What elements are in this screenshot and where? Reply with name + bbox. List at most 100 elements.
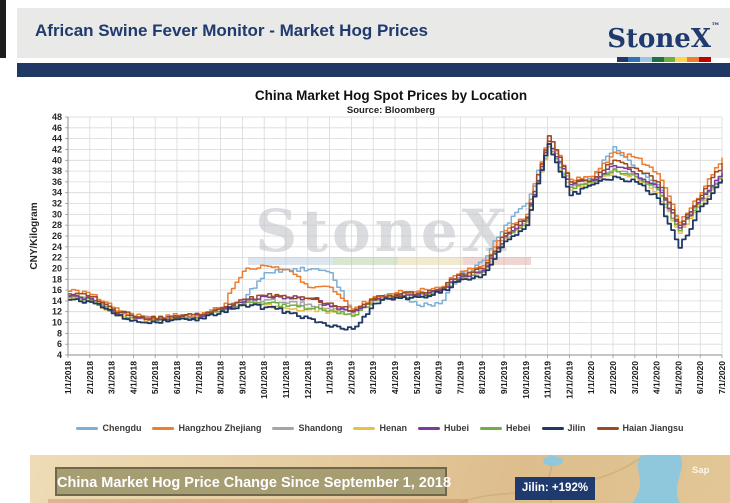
- svg-text:20: 20: [52, 264, 62, 274]
- svg-text:12/1/2019: 12/1/2019: [564, 361, 574, 399]
- legend-swatch: [596, 426, 619, 430]
- svg-text:6/1/2018: 6/1/2018: [172, 361, 182, 394]
- svg-text:7/1/2020: 7/1/2020: [717, 361, 727, 394]
- chart-source-subtitle: Source: Bloomberg: [346, 105, 436, 116]
- svg-text:1/1/2018: 1/1/2018: [63, 361, 73, 394]
- svg-text:8/1/2018: 8/1/2018: [216, 361, 226, 394]
- series-line-jilin: [68, 143, 723, 331]
- legend-swatch: [417, 426, 440, 430]
- svg-text:10/1/2019: 10/1/2019: [521, 361, 531, 399]
- svg-text:30: 30: [52, 209, 62, 219]
- legend-item-hangzhou-zhejiang: Hangzhou Zhejiang: [152, 423, 261, 433]
- svg-text:28: 28: [52, 220, 62, 230]
- svg-text:4/1/2019: 4/1/2019: [390, 361, 400, 394]
- svg-text:48: 48: [52, 112, 62, 122]
- svg-text:3/1/2018: 3/1/2018: [107, 361, 117, 394]
- svg-text:2/1/2018: 2/1/2018: [85, 361, 95, 394]
- chart-axes: 1/1/2018 2/1/2018 3/1/2018 4/1/2018 5/1/2018…: [52, 112, 727, 399]
- legend-swatch: [541, 426, 564, 430]
- svg-text:26: 26: [52, 231, 62, 241]
- report-title: African Swine Fever Monitor - Market Hog…: [35, 21, 428, 40]
- legend-swatch: [76, 426, 99, 430]
- legend-item-hubei: Hubei: [417, 423, 469, 433]
- stonex-watermark: StoneX ™: [248, 197, 535, 265]
- svg-text:38: 38: [52, 166, 62, 176]
- map-caption-box: China Market Hog Price Change Since Sept…: [55, 467, 451, 496]
- legend-item-henan: Henan: [353, 423, 407, 433]
- page-edge-strip: [0, 0, 6, 58]
- svg-text:46: 46: [52, 123, 62, 133]
- legend-label: Shandong: [298, 423, 343, 433]
- y-axis-title: CNY/Kilogram: [29, 202, 40, 269]
- svg-text:34: 34: [52, 188, 62, 198]
- legend-swatch: [152, 426, 175, 430]
- hog-price-line-chart: StoneX ™ 1/1/2018 2/1/2018 3/1/2018 4/1/201…: [29, 112, 727, 399]
- svg-text:14: 14: [52, 296, 62, 306]
- svg-text:4/1/2018: 4/1/2018: [128, 361, 138, 394]
- svg-text:5/1/2018: 5/1/2018: [150, 361, 160, 394]
- svg-text:9/1/2019: 9/1/2019: [499, 361, 509, 394]
- legend-swatch: [479, 426, 502, 430]
- map-place-label: Sap: [692, 465, 710, 476]
- svg-text:4: 4: [57, 350, 62, 360]
- logo-bar-segment: [651, 57, 664, 62]
- legend-item-haian-jiangsu: Haian Jiangsu: [596, 423, 684, 433]
- svg-text:16: 16: [52, 285, 62, 295]
- legend-label: Henan: [379, 423, 407, 433]
- svg-text:44: 44: [52, 134, 62, 144]
- logo-bar-segment: [698, 57, 711, 62]
- svg-text:12/1/2018: 12/1/2018: [303, 361, 313, 399]
- trademark-symbol: ™: [711, 22, 720, 32]
- legend-label: Hebei: [505, 423, 531, 433]
- svg-text:6: 6: [57, 339, 62, 349]
- stonex-logo: StoneX™: [607, 12, 720, 62]
- svg-text:24: 24: [52, 242, 62, 252]
- svg-text:32: 32: [52, 199, 62, 209]
- svg-text:18: 18: [52, 274, 62, 284]
- logo-bar-segment: [675, 57, 688, 62]
- svg-text:42: 42: [52, 145, 62, 155]
- svg-text:8/1/2019: 8/1/2019: [477, 361, 487, 394]
- stonex-wordmark-text: StoneX: [607, 24, 711, 54]
- svg-text:5/1/2019: 5/1/2019: [412, 361, 422, 394]
- legend-item-hebei: Hebei: [479, 423, 531, 433]
- svg-text:11/1/2018: 11/1/2018: [281, 361, 291, 399]
- svg-text:3/1/2020: 3/1/2020: [630, 361, 640, 394]
- logo-bar-segment: [687, 57, 699, 62]
- legend-swatch: [353, 426, 376, 430]
- legend-label: Chengdu: [102, 423, 142, 433]
- svg-text:10: 10: [52, 318, 62, 328]
- logo-bar-segment: [628, 57, 641, 62]
- logo-bar-segment: [616, 57, 629, 62]
- jilin-change-callout: Jilin: +192%: [515, 477, 595, 500]
- svg-text:11/1/2019: 11/1/2019: [543, 361, 553, 399]
- map-lake: [543, 456, 563, 466]
- stonex-wordmark: StoneX™: [607, 12, 720, 54]
- svg-text:7/1/2018: 7/1/2018: [194, 361, 204, 394]
- legend-item-shandong: Shandong: [272, 423, 342, 433]
- chart-title: China Market Hog Spot Prices by Location: [254, 88, 528, 103]
- series-line-haian-jiangsu: [68, 135, 723, 321]
- svg-text:3/1/2019: 3/1/2019: [368, 361, 378, 394]
- svg-text:8: 8: [57, 328, 62, 338]
- svg-text:1/1/2020: 1/1/2020: [586, 361, 596, 394]
- legend-label: Hangzhou Zhejiang: [178, 423, 262, 433]
- svg-text:4/1/2020: 4/1/2020: [652, 361, 662, 394]
- svg-text:6/1/2020: 6/1/2020: [695, 361, 705, 394]
- map-banner: China Market Hog Price Change Since Sept…: [30, 455, 730, 503]
- legend-item-jilin: Jilin: [541, 423, 586, 433]
- watermark-text: StoneX: [255, 197, 510, 265]
- stonex-logo-colorbar: [616, 57, 711, 62]
- svg-text:9/1/2018: 9/1/2018: [237, 361, 247, 394]
- logo-bar-segment: [640, 57, 652, 62]
- svg-text:10/1/2018: 10/1/2018: [259, 361, 269, 399]
- legend-item-chengdu: Chengdu: [76, 423, 141, 433]
- chart-series-lines: [68, 135, 723, 331]
- legend-label: Haian Jiangsu: [622, 423, 684, 433]
- svg-text:5/1/2020: 5/1/2020: [673, 361, 683, 394]
- legend-label: Jilin: [567, 423, 586, 433]
- logo-bar-segment: [663, 57, 676, 62]
- svg-text:12: 12: [52, 307, 62, 317]
- svg-text:2/1/2019: 2/1/2019: [346, 361, 356, 394]
